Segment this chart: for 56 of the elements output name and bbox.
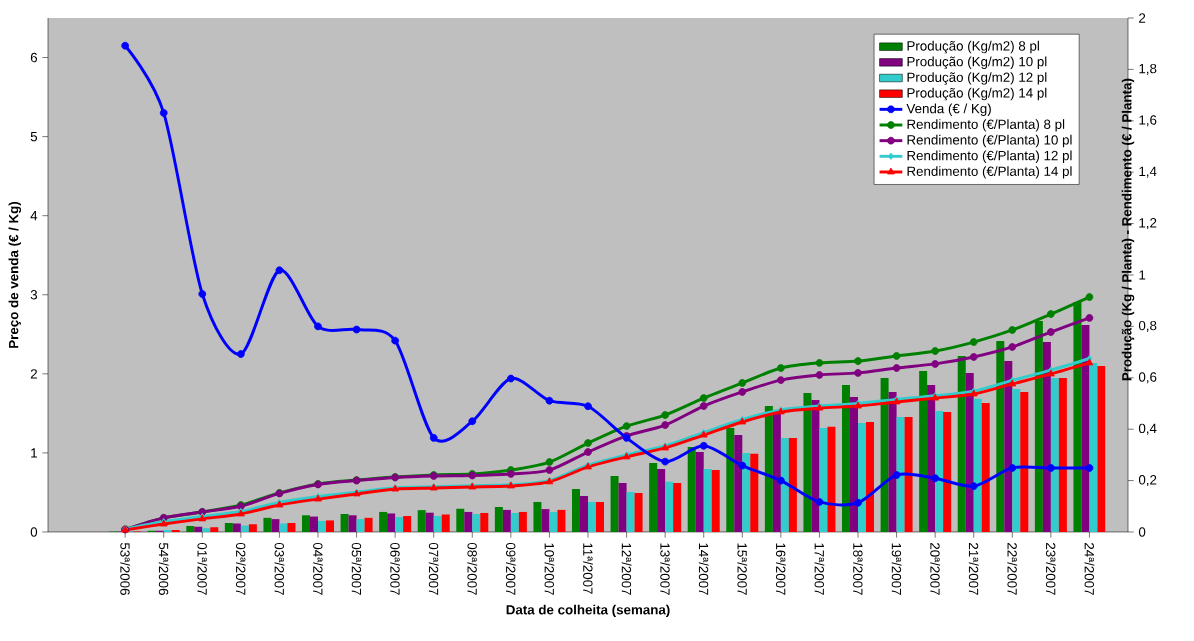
x-tick-label: 09ª/2007 [505, 542, 516, 595]
legend-label: Rendimento (€/Planta) 14 pl [907, 166, 1072, 179]
y2-axis-title: Produção (Kg / Planta) - Rendimento (€ / Planta) [1121, 78, 1135, 381]
y2-tick-label: 0,6 [1138, 372, 1157, 384]
x-axis-title: Data de colheita (semana) [506, 604, 670, 618]
y2-tick-label: 0 [1138, 527, 1146, 537]
legend-label: Produção (Kg/m2) 8 pl [907, 40, 1039, 54]
y-axis-title: Preço de venda (€ / Kg) [8, 201, 22, 348]
x-tick-label: 10ª/2007 [544, 543, 555, 595]
x-tick-label: 53ª/2006 [120, 542, 131, 595]
x-tick-label: 01ª/2007 [197, 542, 208, 595]
legend-label: Rendimento (€/Planta) 10 pl [907, 134, 1072, 148]
x-tick-label: 21ª/2007 [968, 543, 979, 595]
legend-label: Produção (Kg/m2) 10 pl [907, 56, 1047, 70]
legend-label: Rendimento (€/Planta) 8 pl [907, 119, 1065, 132]
legend-label: Produção (Kg/m2) 14 pl [907, 87, 1047, 101]
x-tick-label: 17ª/2007 [814, 543, 825, 595]
y-tick-label: 4 [30, 211, 38, 221]
x-tick-label: 20ª/2007 [930, 543, 941, 595]
x-tick-label: 19ª/2007 [891, 543, 902, 595]
x-tick-label: 04ª/2007 [313, 542, 323, 595]
y2-tick-label: 0,4 [1138, 423, 1157, 435]
y-tick-label: 1 [31, 448, 37, 458]
y-tick-label: 5 [30, 131, 38, 142]
y2-tick-label: 1,6 [1139, 115, 1157, 127]
y-tick-label: 0 [30, 527, 38, 537]
x-tick-label: 16ª/2007 [775, 543, 786, 595]
y-tick-label: 3 [30, 290, 38, 300]
x-tick-label: 14ª/2007 [698, 543, 709, 595]
y2-tick-label: 1,8 [1139, 63, 1157, 75]
y-tick-label: 2 [30, 369, 37, 379]
x-tick-label: 54ª/2006 [158, 542, 169, 595]
x-tick-label: 12ª/2007 [621, 543, 632, 595]
y2-tick-label: 0,8 [1138, 320, 1157, 332]
x-tick-label: 22ª/2007 [1007, 543, 1018, 595]
y-tick-label: 6 [30, 52, 38, 63]
x-tick-label: 05ª/2007 [351, 542, 362, 595]
x-tick-label: 02ª/2007 [235, 542, 246, 595]
x-tick-label: 08ª/2007 [467, 542, 478, 595]
legend-label: Rendimento (€/Planta) 12 pl [907, 150, 1072, 163]
y2-tick-label: 0,2 [1138, 475, 1157, 487]
x-tick-label: 07ª/2007 [428, 542, 439, 595]
y2-tick-label: 1,2 [1139, 218, 1157, 230]
legend-label: Produção (Kg/m2) 12 pl [907, 72, 1047, 85]
y2-tick-label: 2 [1139, 13, 1146, 23]
x-tick-label: 11ª/2007 [583, 543, 593, 594]
x-tick-label: 24ª/2007 [1084, 543, 1095, 595]
x-tick-label: 18ª/2007 [853, 543, 863, 595]
x-tick-label: 13ª/2007 [660, 543, 671, 595]
x-tick-label: 23ª/2007 [1045, 543, 1056, 595]
y2-tick-label: 1,4 [1139, 166, 1157, 178]
y2-tick-label: 1 [1139, 270, 1146, 280]
legend-label: Venda (€ / Kg) [906, 103, 991, 116]
x-tick-label: 03ª/2007 [274, 542, 285, 595]
x-tick-label: 15ª/2007 [737, 543, 748, 595]
x-tick-label: 06ª/2007 [390, 542, 401, 595]
